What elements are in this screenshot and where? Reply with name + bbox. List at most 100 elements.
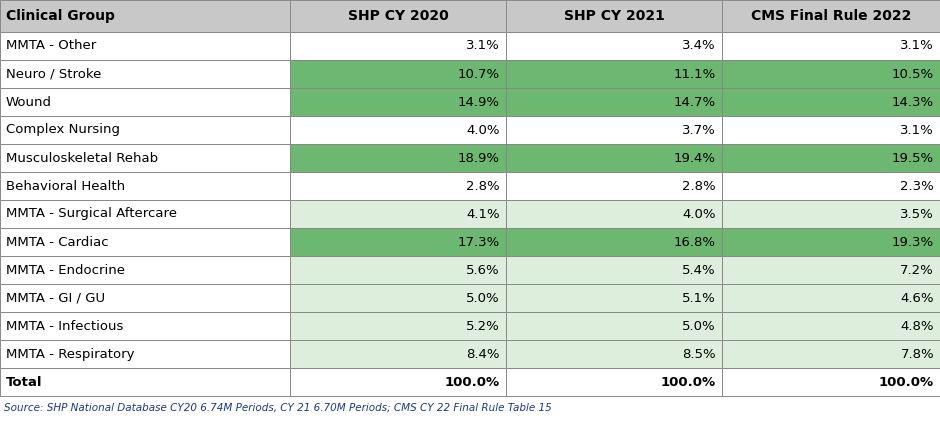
Bar xyxy=(0,144,290,172)
Bar xyxy=(290,256,506,284)
Text: 19.5%: 19.5% xyxy=(892,151,934,164)
Text: 16.8%: 16.8% xyxy=(674,235,716,249)
Bar xyxy=(290,88,506,116)
Bar xyxy=(0,172,290,200)
Bar xyxy=(722,172,940,200)
Text: Source: SHP National Database CY20 6.74M Periods, CY 21 6.70M Periods; CMS CY 22: Source: SHP National Database CY20 6.74M… xyxy=(4,403,552,413)
Text: 5.0%: 5.0% xyxy=(682,320,716,333)
Bar xyxy=(290,340,506,368)
Text: 3.7%: 3.7% xyxy=(682,123,716,136)
Text: 2.3%: 2.3% xyxy=(901,180,934,193)
Bar xyxy=(0,200,290,228)
Text: MMTA - Cardiac: MMTA - Cardiac xyxy=(6,235,109,249)
Text: Wound: Wound xyxy=(6,95,52,109)
Text: 4.6%: 4.6% xyxy=(901,292,934,304)
Bar xyxy=(290,284,506,312)
Bar xyxy=(290,32,506,60)
Bar xyxy=(506,144,722,172)
Text: MMTA - GI / GU: MMTA - GI / GU xyxy=(6,292,105,304)
Bar xyxy=(290,200,506,228)
Text: 17.3%: 17.3% xyxy=(458,235,500,249)
Text: Complex Nursing: Complex Nursing xyxy=(6,123,120,136)
Bar xyxy=(290,368,506,396)
Text: 19.4%: 19.4% xyxy=(674,151,716,164)
Text: 18.9%: 18.9% xyxy=(458,151,500,164)
Bar xyxy=(290,228,506,256)
Bar xyxy=(506,172,722,200)
Text: MMTA - Surgical Aftercare: MMTA - Surgical Aftercare xyxy=(6,208,177,221)
Text: 10.7%: 10.7% xyxy=(458,68,500,81)
Text: 10.5%: 10.5% xyxy=(892,68,934,81)
Bar xyxy=(506,256,722,284)
Bar xyxy=(506,116,722,144)
Text: 2.8%: 2.8% xyxy=(466,180,500,193)
Text: 14.9%: 14.9% xyxy=(458,95,500,109)
Text: 11.1%: 11.1% xyxy=(674,68,716,81)
Text: CMS Final Rule 2022: CMS Final Rule 2022 xyxy=(751,9,911,23)
Text: Neuro / Stroke: Neuro / Stroke xyxy=(6,68,102,81)
Text: Behavioral Health: Behavioral Health xyxy=(6,180,125,193)
Text: 4.1%: 4.1% xyxy=(466,208,500,221)
Text: 3.1%: 3.1% xyxy=(466,40,500,52)
Text: 3.4%: 3.4% xyxy=(682,40,716,52)
Bar xyxy=(506,60,722,88)
Text: 5.1%: 5.1% xyxy=(682,292,716,304)
Bar xyxy=(722,228,940,256)
Bar xyxy=(506,368,722,396)
Bar xyxy=(290,0,506,32)
Text: 8.4%: 8.4% xyxy=(466,347,500,361)
Text: 100.0%: 100.0% xyxy=(445,375,500,388)
Bar xyxy=(0,284,290,312)
Text: 4.0%: 4.0% xyxy=(466,123,500,136)
Text: 2.8%: 2.8% xyxy=(682,180,716,193)
Bar xyxy=(722,200,940,228)
Bar xyxy=(0,88,290,116)
Bar xyxy=(722,312,940,340)
Bar xyxy=(506,228,722,256)
Bar xyxy=(506,32,722,60)
Bar xyxy=(290,116,506,144)
Bar xyxy=(0,32,290,60)
Text: 3.1%: 3.1% xyxy=(901,123,934,136)
Bar xyxy=(0,312,290,340)
Bar xyxy=(506,312,722,340)
Text: 14.7%: 14.7% xyxy=(674,95,716,109)
Bar xyxy=(506,200,722,228)
Bar xyxy=(506,88,722,116)
Bar xyxy=(0,0,290,32)
Bar xyxy=(0,60,290,88)
Bar xyxy=(290,172,506,200)
Text: 5.2%: 5.2% xyxy=(466,320,500,333)
Text: 100.0%: 100.0% xyxy=(879,375,934,388)
Bar xyxy=(0,340,290,368)
Text: 5.4%: 5.4% xyxy=(682,263,716,276)
Text: 3.5%: 3.5% xyxy=(901,208,934,221)
Text: 100.0%: 100.0% xyxy=(661,375,716,388)
Text: Total: Total xyxy=(6,375,42,388)
Bar xyxy=(0,368,290,396)
Text: SHP CY 2020: SHP CY 2020 xyxy=(348,9,448,23)
Bar xyxy=(722,0,940,32)
Bar xyxy=(290,60,506,88)
Text: 5.0%: 5.0% xyxy=(466,292,500,304)
Text: 4.8%: 4.8% xyxy=(901,320,934,333)
Bar xyxy=(722,116,940,144)
Text: Clinical Group: Clinical Group xyxy=(6,9,115,23)
Bar xyxy=(722,32,940,60)
Bar xyxy=(722,368,940,396)
Text: MMTA - Other: MMTA - Other xyxy=(6,40,96,52)
Bar xyxy=(290,312,506,340)
Bar xyxy=(0,256,290,284)
Text: 14.3%: 14.3% xyxy=(892,95,934,109)
Text: 4.0%: 4.0% xyxy=(682,208,716,221)
Text: MMTA - Endocrine: MMTA - Endocrine xyxy=(6,263,125,276)
Bar xyxy=(722,284,940,312)
Bar xyxy=(506,340,722,368)
Text: MMTA - Infectious: MMTA - Infectious xyxy=(6,320,123,333)
Bar xyxy=(0,116,290,144)
Text: 7.2%: 7.2% xyxy=(901,263,934,276)
Bar xyxy=(506,284,722,312)
Text: 3.1%: 3.1% xyxy=(901,40,934,52)
Text: 5.6%: 5.6% xyxy=(466,263,500,276)
Bar xyxy=(722,88,940,116)
